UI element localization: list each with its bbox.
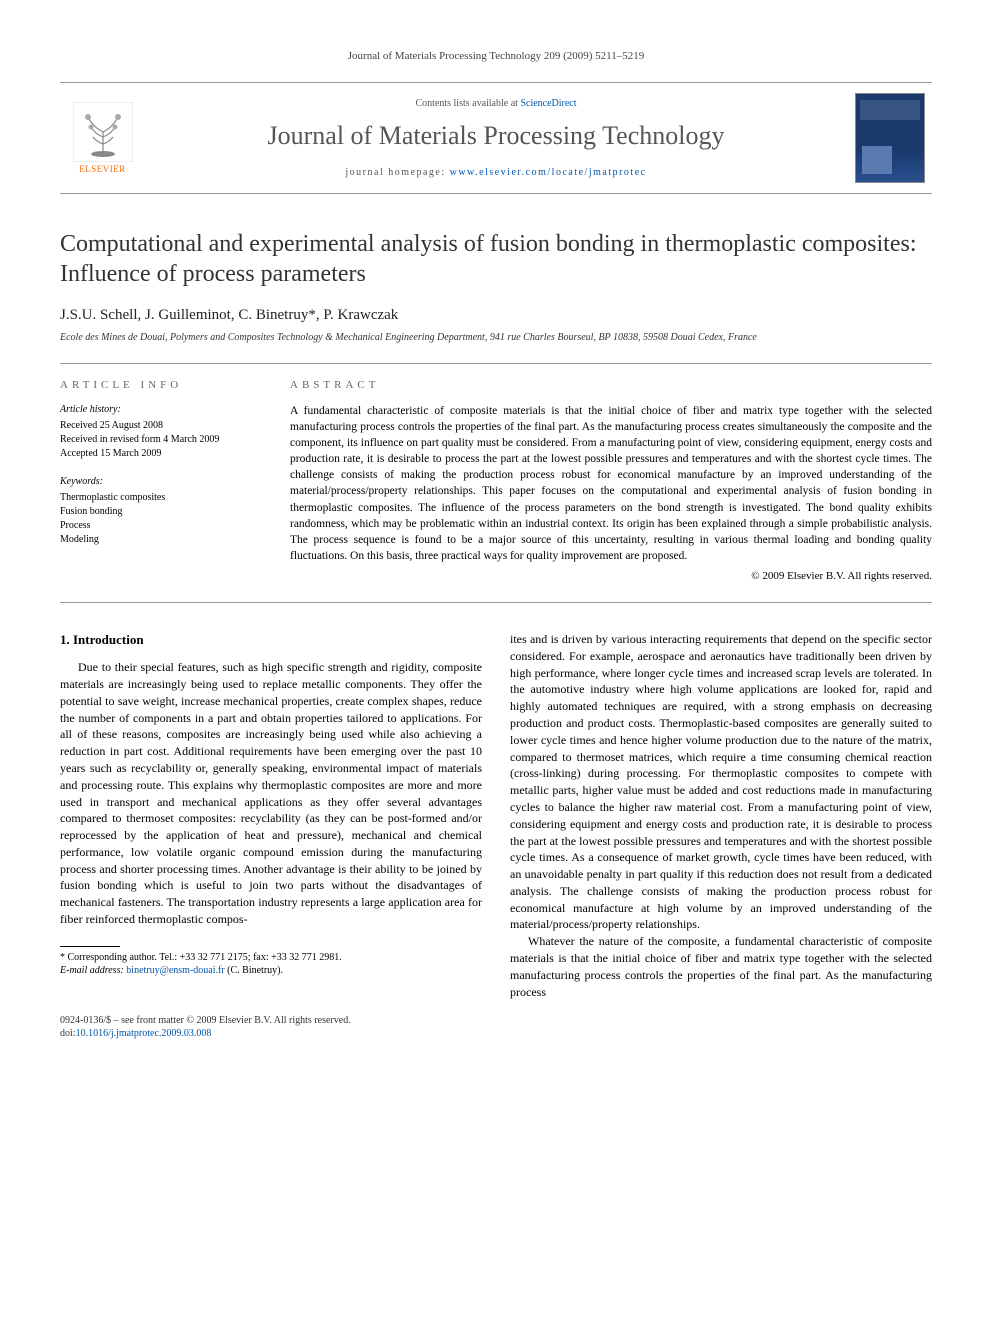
publisher-logo-block: ELSEVIER xyxy=(60,92,145,184)
author-list: J.S.U. Schell, J. Guilleminot, C. Binetr… xyxy=(60,307,932,324)
publisher-name: ELSEVIER xyxy=(79,164,126,174)
article-title: Computational and experimental analysis … xyxy=(60,229,932,289)
email-line: E-mail address: binetruy@ensm-douai.fr (… xyxy=(60,964,482,977)
page-container: Journal of Materials Processing Technolo… xyxy=(0,0,992,1080)
doi-line: doi:10.1016/j.jmatprotec.2009.03.008 xyxy=(60,1027,351,1040)
homepage-prefix: journal homepage: xyxy=(345,167,449,178)
body-paragraph: Whatever the nature of the composite, a … xyxy=(510,933,932,1000)
keyword-item: Modeling xyxy=(60,533,260,547)
journal-cover-icon xyxy=(855,93,925,183)
sciencedirect-link[interactable]: ScienceDirect xyxy=(520,98,576,109)
article-history-block: Article history: Received 25 August 2008… xyxy=(60,403,260,461)
abstract-heading: ABSTRACT xyxy=(290,379,932,391)
email-link[interactable]: binetruy@ensm-douai.fr xyxy=(126,965,224,976)
section-number: 1. xyxy=(60,632,70,647)
journal-name: Journal of Materials Processing Technolo… xyxy=(155,121,837,151)
section-title: Introduction xyxy=(73,632,144,647)
keywords-label: Keywords: xyxy=(60,475,260,489)
article-info-column: ARTICLE INFO Article history: Received 2… xyxy=(60,379,260,582)
page-footer: 0924-0136/$ – see front matter © 2009 El… xyxy=(60,1014,932,1040)
section-heading: 1. Introduction xyxy=(60,631,482,649)
contents-available-line: Contents lists available at ScienceDirec… xyxy=(155,98,837,109)
running-header: Journal of Materials Processing Technolo… xyxy=(60,50,932,62)
body-paragraph: ites and is driven by various interactin… xyxy=(510,631,932,933)
contents-prefix: Contents lists available at xyxy=(415,98,520,109)
homepage-link[interactable]: www.elsevier.com/locate/jmatprotec xyxy=(450,167,647,178)
doi-link[interactable]: 10.1016/j.jmatprotec.2009.03.008 xyxy=(76,1028,212,1039)
cover-thumbnail-block xyxy=(847,83,932,193)
history-revised: Received in revised form 4 March 2009 xyxy=(60,433,260,447)
abstract-copyright: © 2009 Elsevier B.V. All rights reserved… xyxy=(290,570,932,582)
article-info-heading: ARTICLE INFO xyxy=(60,379,260,391)
footnotes: * Corresponding author. Tel.: +33 32 771… xyxy=(60,951,482,977)
body-paragraph: Due to their special features, such as h… xyxy=(60,659,482,928)
body-two-column: 1. Introduction Due to their special fea… xyxy=(60,631,932,1001)
journal-masthead: ELSEVIER Contents lists available at Sci… xyxy=(60,82,932,194)
history-label: Article history: xyxy=(60,403,260,417)
keywords-block: Keywords: Thermoplastic composites Fusio… xyxy=(60,475,260,547)
keyword-item: Process xyxy=(60,519,260,533)
homepage-line: journal homepage: www.elsevier.com/locat… xyxy=(155,167,837,178)
history-received: Received 25 August 2008 xyxy=(60,419,260,433)
corresponding-author: * Corresponding author. Tel.: +33 32 771… xyxy=(60,951,482,964)
elsevier-tree-icon xyxy=(73,102,133,162)
issn-line: 0924-0136/$ – see front matter © 2009 El… xyxy=(60,1014,351,1027)
footer-left: 0924-0136/$ – see front matter © 2009 El… xyxy=(60,1014,351,1040)
footnote-divider xyxy=(60,946,120,947)
keyword-item: Fusion bonding xyxy=(60,505,260,519)
email-who: (C. Binetruy). xyxy=(227,965,283,976)
email-label: E-mail address: xyxy=(60,965,124,976)
affiliation: Ecole des Mines de Douai, Polymers and C… xyxy=(60,332,932,343)
doi-prefix: doi: xyxy=(60,1028,76,1039)
abstract-text: A fundamental characteristic of composit… xyxy=(290,403,932,564)
keyword-item: Thermoplastic composites xyxy=(60,491,260,505)
info-abstract-row: ARTICLE INFO Article history: Received 2… xyxy=(60,364,932,603)
masthead-center: Contents lists available at ScienceDirec… xyxy=(145,86,847,190)
history-accepted: Accepted 15 March 2009 xyxy=(60,447,260,461)
abstract-column: ABSTRACT A fundamental characteristic of… xyxy=(290,379,932,582)
